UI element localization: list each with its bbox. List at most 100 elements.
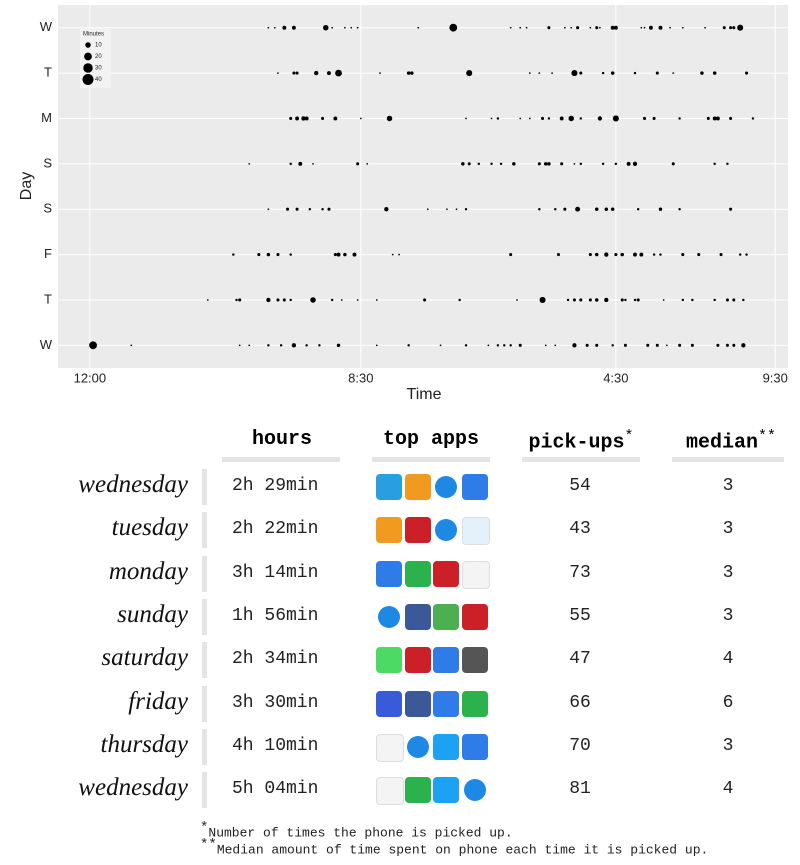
point	[331, 26, 334, 29]
app-icon	[435, 519, 457, 542]
size-legend-title: Minutes	[83, 32, 104, 38]
point	[655, 71, 659, 75]
point	[512, 162, 516, 166]
point	[449, 23, 458, 32]
point	[130, 344, 133, 347]
x-axis-title: Time	[407, 386, 442, 403]
day-label: sunday	[117, 600, 188, 628]
row-divider	[202, 772, 207, 809]
point	[646, 343, 650, 347]
pickups-cell: 70	[569, 735, 591, 756]
point	[266, 252, 271, 257]
point	[286, 207, 290, 211]
point	[672, 72, 675, 74]
size-legend-key	[84, 52, 92, 61]
point	[745, 253, 748, 256]
app-icon	[433, 690, 459, 717]
point	[344, 26, 346, 29]
point	[579, 71, 583, 75]
size-legend-label: 40	[95, 77, 102, 83]
point	[528, 72, 531, 74]
point	[729, 116, 733, 120]
pickups-cell: 54	[569, 476, 591, 496]
hours-cell: 3h 14min	[232, 562, 319, 583]
point	[295, 71, 299, 75]
point	[560, 162, 564, 166]
y-tick-label: W	[40, 19, 53, 34]
point	[235, 298, 238, 302]
point	[579, 298, 583, 302]
point	[599, 26, 601, 29]
point	[738, 253, 742, 256]
point	[633, 252, 637, 257]
point	[379, 72, 381, 74]
point	[541, 116, 545, 120]
header-mark: *	[624, 428, 634, 445]
point	[610, 207, 615, 211]
point	[633, 71, 637, 75]
point	[722, 26, 726, 30]
day-label: wednesday	[78, 774, 188, 802]
median-cell: 3	[722, 476, 734, 496]
point	[669, 26, 671, 29]
point	[588, 253, 592, 257]
point	[729, 207, 733, 211]
point	[543, 162, 548, 166]
app-icon	[433, 603, 459, 630]
hours-cell: 4h 10min	[232, 735, 319, 756]
point	[267, 208, 270, 211]
point	[658, 25, 663, 30]
app-icon	[404, 647, 431, 674]
header: top apps	[366, 428, 496, 451]
point	[659, 253, 662, 256]
hours-cell: 2h 34min	[232, 649, 319, 670]
point	[327, 207, 331, 211]
point	[509, 253, 513, 257]
app-icon	[404, 690, 431, 717]
header: pick-ups*	[516, 428, 646, 455]
point	[464, 344, 468, 347]
point	[477, 162, 481, 166]
point	[726, 162, 729, 166]
hours-cell: 2h 22min	[232, 519, 319, 540]
row-divider	[202, 642, 207, 679]
point	[568, 115, 574, 122]
point	[636, 298, 640, 302]
point	[466, 70, 473, 77]
point	[509, 26, 512, 29]
point	[238, 344, 241, 347]
point	[301, 116, 306, 121]
point	[509, 344, 512, 347]
point	[601, 162, 605, 166]
app-icon	[435, 476, 457, 498]
point	[276, 253, 280, 257]
day-label: tuesday	[111, 514, 188, 542]
app-icon	[404, 560, 431, 587]
point	[639, 252, 644, 257]
point	[594, 207, 599, 211]
point	[595, 343, 599, 347]
point	[678, 343, 682, 347]
point	[289, 253, 292, 256]
point	[538, 207, 541, 211]
app-icon	[463, 779, 486, 802]
row-divider	[202, 598, 207, 635]
point	[652, 253, 656, 256]
footnote: **Median amount of time spent on phone e…	[200, 837, 708, 857]
header-text: top apps	[382, 428, 479, 451]
point	[323, 24, 329, 31]
point	[585, 343, 589, 347]
point	[89, 341, 97, 350]
point	[356, 162, 360, 166]
point	[525, 26, 528, 29]
point	[356, 26, 359, 29]
header-rule	[672, 457, 784, 462]
point	[503, 344, 506, 347]
point	[391, 253, 394, 256]
median-cell: 3	[722, 735, 734, 756]
point	[614, 162, 618, 166]
point	[410, 71, 414, 75]
header-rule	[522, 457, 640, 462]
footnote-text: Median amount of time spent on phone eac…	[216, 842, 709, 858]
